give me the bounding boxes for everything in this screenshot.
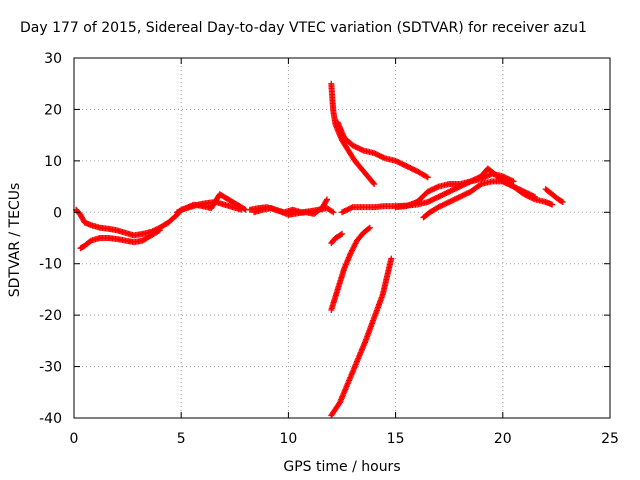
- x-axis-label: GPS time / hours: [283, 459, 400, 475]
- x-tick-label: 0: [70, 431, 79, 447]
- y-axis-label: SDTVAR / TECUs: [7, 183, 23, 298]
- data-marks: [73, 80, 566, 419]
- data-point: [156, 227, 163, 234]
- grid-lines: [74, 58, 610, 418]
- data-point: [371, 181, 378, 187]
- x-tick-label: 10: [279, 431, 297, 447]
- series-arc-late-2: [392, 170, 517, 211]
- data-point: [329, 208, 336, 215]
- data-point: [424, 174, 431, 181]
- data-point: [370, 179, 377, 186]
- series-arc-morning-3: [173, 191, 249, 216]
- x-tick-label: 15: [387, 431, 405, 447]
- y-tick-labels: 30 20 10 0 -10 -20 -30 -40: [39, 51, 62, 427]
- data-point: [531, 193, 538, 200]
- data-point: [549, 201, 556, 208]
- data-point: [323, 197, 330, 204]
- data-point: [155, 228, 162, 235]
- series-arc-midday-5: [251, 196, 330, 218]
- data-point: [337, 231, 344, 238]
- data-point: [388, 255, 395, 262]
- x-tick-label: 25: [601, 431, 619, 447]
- x-tick-label: 5: [177, 431, 186, 447]
- data-point: [559, 199, 566, 205]
- y-tick-label: -30: [39, 360, 62, 376]
- series-arc-late-3: [542, 186, 566, 205]
- data-point: [477, 181, 484, 188]
- data-point: [323, 196, 330, 203]
- series-arc-late-1: [420, 178, 538, 221]
- plot-frame: [73, 57, 611, 419]
- y-tick-label: -10: [39, 257, 62, 273]
- x-tick-labels: 0 5 10 15 20 25: [70, 431, 619, 447]
- series-arc-negative-short: [328, 230, 345, 247]
- y-tick-label: -40: [39, 411, 62, 427]
- y-tick-label: 0: [53, 205, 62, 221]
- chart-title: Day 177 of 2015, Sidereal Day-to-day VTE…: [20, 20, 587, 36]
- series-arc-steep-down: [328, 80, 378, 187]
- y-tick-label: 20: [44, 102, 62, 118]
- series-arc-rise-1: [328, 224, 373, 313]
- series-arc-early-2: [77, 227, 163, 252]
- data-point: [330, 209, 337, 216]
- series-arc-rise-2: [328, 255, 395, 419]
- series-arc-decline: [334, 119, 431, 181]
- data-point: [423, 173, 430, 180]
- y-tick-label: 30: [44, 51, 62, 67]
- y-tick-label: -20: [39, 308, 62, 324]
- data-point: [510, 178, 517, 185]
- data-point: [366, 224, 373, 231]
- y-tick-label: 10: [44, 154, 62, 170]
- data-point: [241, 205, 248, 212]
- data-point: [339, 230, 345, 237]
- data-point: [365, 225, 372, 232]
- axis-ticks: [73, 57, 611, 419]
- x-tick-label: 20: [494, 431, 512, 447]
